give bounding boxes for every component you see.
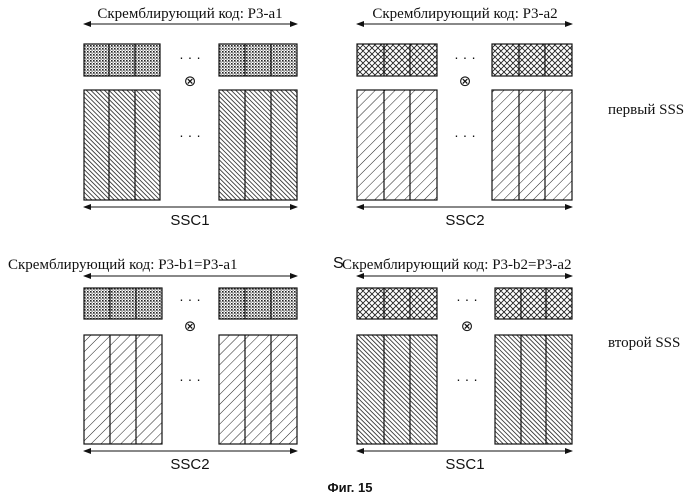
- ellipsis: · · ·: [456, 291, 478, 307]
- scrambling-code-label: Скремблирующий код: P3-b1=P3-a1: [8, 257, 238, 273]
- scrambling-code-label: Скремблирующий код: P3-a2: [372, 6, 557, 22]
- ellipsis: · · ·: [179, 291, 201, 307]
- ssc-label: SSC1: [170, 212, 209, 229]
- ssc-label: SSC1: [445, 456, 484, 473]
- multiply-symbol: ⊗: [184, 73, 197, 90]
- panel-bottom-left: Скремблирующий код: P3-b1=P3-a1 · · · ⊗ …: [8, 257, 297, 473]
- multiply-symbol: ⊗: [184, 318, 197, 335]
- ellipsis: · · ·: [456, 371, 478, 387]
- ellipsis: · · ·: [454, 127, 476, 143]
- scrambling-code-label: Скремблирующий код: P3-b2=P3-a2: [342, 257, 572, 273]
- ssc-label: SSC2: [445, 212, 484, 229]
- ssc-label: SSC2: [170, 456, 209, 473]
- sequence-blocks: [357, 335, 572, 444]
- ellipsis: · · ·: [179, 371, 201, 387]
- row-label-first: первый SSS: [608, 102, 684, 118]
- sequence-blocks: [84, 90, 297, 200]
- multiply-symbol: ⊗: [461, 318, 474, 335]
- panel-top-right: Скремблирующий код: P3-a2 · · · ⊗ · · · …: [357, 6, 572, 229]
- ellipsis: · · ·: [179, 49, 201, 65]
- ellipsis: · · ·: [179, 127, 201, 143]
- sequence-blocks: [84, 335, 297, 444]
- panel-top-left: Скремблирующий код: P3-a1 · · · ⊗ · · · …: [84, 6, 297, 229]
- panel-bottom-right: S Скремблирующий код: P3-b2=P3-a2 · · · …: [333, 255, 572, 473]
- scrambling-code-label: Скремблирующий код: P3-a1: [97, 6, 282, 22]
- sequence-blocks: [357, 90, 572, 200]
- multiply-symbol: ⊗: [459, 73, 472, 90]
- figure-caption: Фиг. 15: [328, 480, 373, 495]
- ellipsis: · · ·: [454, 49, 476, 65]
- row-label-second: второй SSS: [608, 335, 680, 351]
